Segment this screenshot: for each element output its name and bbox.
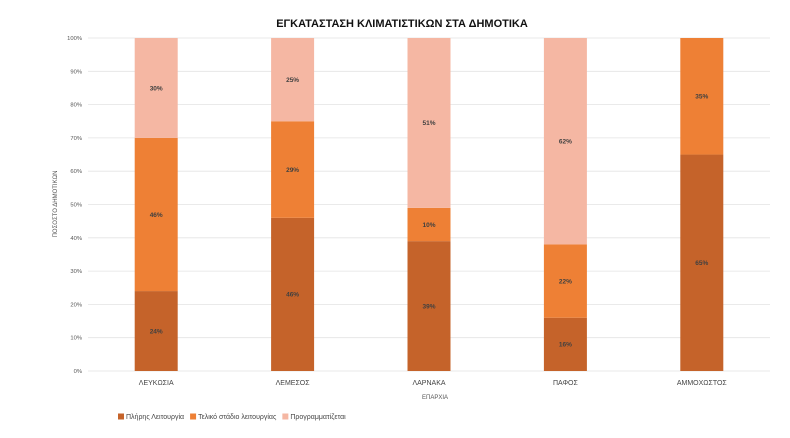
y-tick-labels: 0% 10% 20% 30% 40% 50% 60% 70% 80% 90% 100% [67, 36, 82, 375]
data-label: 65% [695, 260, 708, 267]
data-label: 62% [559, 139, 572, 146]
data-label: 22% [559, 278, 572, 285]
data-label: 30% [150, 85, 163, 92]
bar-segment [134, 137, 178, 292]
legend-swatch [282, 413, 289, 420]
bar-segment [407, 207, 451, 242]
chart-title: ΕΓΚΑΤΑΣΤΑΣΗ ΚΛΙΜΑΤΙΣΤΙΚΩΝ ΣΤΑ ΔΗΜΟΤΙΚΑ [276, 18, 528, 30]
data-label: 46% [286, 292, 299, 299]
x-tick-label: ΠΑΦΟΣ [553, 380, 579, 387]
bar-segment [407, 38, 451, 208]
bar-segment [543, 38, 587, 245]
data-label: 10% [422, 222, 435, 229]
bar-segment [407, 241, 451, 371]
y-tick-label: 90% [70, 69, 82, 75]
y-tick-label: 50% [70, 203, 82, 209]
data-label: 25% [286, 77, 299, 84]
bar-segment [271, 38, 315, 122]
data-label: 35% [695, 94, 708, 101]
y-tick-label: 20% [70, 302, 82, 308]
legend-label: Πλήρης Λειτουργία [126, 413, 184, 421]
legend-label: Προγραμματίζεται [290, 413, 346, 421]
data-label: 16% [559, 342, 572, 349]
y-tick-label: 70% [70, 136, 82, 142]
y-tick-label: 30% [70, 269, 82, 275]
data-label: 39% [422, 303, 435, 310]
y-tick-label: 100% [67, 36, 82, 42]
y-tick-label: 10% [70, 336, 82, 342]
bar-segment [680, 38, 724, 155]
x-tick-label: ΛΕΜΕΣΟΣ [276, 380, 311, 387]
bar-segment [271, 217, 315, 371]
bar-segment [134, 291, 178, 371]
bar-segment [271, 121, 315, 218]
data-label: 51% [422, 120, 435, 127]
data-label: 46% [150, 212, 163, 219]
y-axis-label: ΠΟΣΟΣΤΟ ΔΗΜΟΤΙΚΩΝ [53, 171, 59, 238]
x-tick-label: ΑΜΜΟΧΩΣΤΟΣ [677, 380, 728, 387]
y-tick-label: 60% [70, 169, 82, 175]
bar-segment [543, 244, 587, 318]
x-tick-label: ΛΕΥΚΩΣΙΑ [139, 380, 174, 387]
bar-segment [134, 38, 178, 138]
legend-swatch [118, 413, 124, 420]
legend: Πλήρης Λειτουργία Τελικό στάδιο λειτουργί… [118, 413, 346, 421]
data-label: 24% [150, 328, 163, 335]
legend-swatch [190, 413, 197, 420]
x-axis-label: ΕΠΑΡΧΙΑ [422, 395, 448, 401]
bars [134, 38, 724, 371]
y-tick-label: 0% [74, 369, 82, 375]
bar-segment [543, 317, 587, 371]
legend-label: Τελικό στάδιο λειτουργίας [198, 413, 277, 421]
y-tick-label: 80% [70, 103, 82, 109]
bar-segment [680, 154, 724, 371]
y-tick-label: 40% [70, 236, 82, 242]
data-label: 29% [286, 167, 299, 174]
x-tick-labels: ΛΕΥΚΩΣΙΑ ΛΕΜΕΣΟΣ ΛΑΡΝΑΚΑ ΠΑΦΟΣ ΑΜΜΟΧΩΣΤΟΣ [139, 380, 728, 387]
data-labels: 24% 46% 30% 46% 29% 25% 39% 10% 51% 16% 22% 62% 65% 3… [150, 77, 709, 349]
x-tick-label: ΛΑΡΝΑΚΑ [412, 380, 445, 387]
